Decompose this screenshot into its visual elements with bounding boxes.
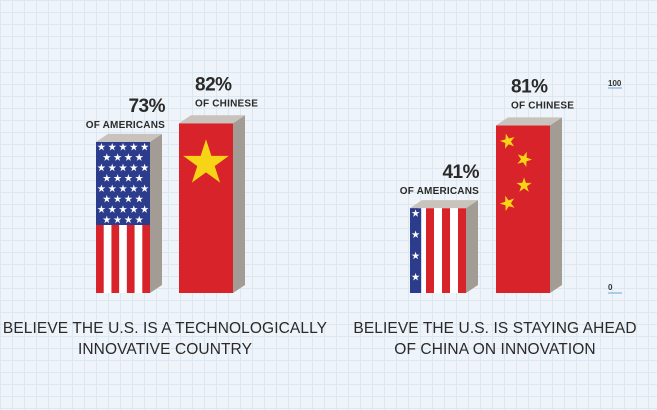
us-flag-star [97, 142, 106, 151]
us-flag-star [97, 163, 106, 172]
axis-min-label: 0 [608, 283, 613, 292]
us-flag-star [102, 174, 111, 182]
axis-max-label: 100 [608, 79, 622, 88]
us-flag-star [411, 209, 420, 217]
us-flag-stripe [426, 208, 434, 293]
us-flag-stripe [458, 208, 466, 293]
us-flag-star [129, 205, 138, 213]
us-flag-star [411, 251, 420, 260]
us-flag-star [102, 153, 111, 161]
value-label-americans-ahead: 41% [442, 162, 479, 183]
us-flag-star [97, 205, 106, 213]
cn-flag-small-star [516, 177, 532, 192]
bar-americans-innovative [96, 133, 162, 293]
us-flag-star [135, 194, 144, 203]
us-flag-star [108, 205, 117, 213]
cn-flag-small-star [499, 195, 515, 212]
us-flag-star [140, 184, 149, 193]
us-bar-side [150, 133, 162, 293]
cn-bar-side [233, 115, 245, 293]
us-flag-face [96, 141, 150, 293]
value-label-chinese-innovative: 82% [195, 74, 232, 95]
us-flag-star [108, 142, 117, 151]
bar-chinese-innovative [179, 115, 245, 293]
chart-2: 41% OF AMERICANS 81% OF CHINESE [400, 76, 574, 293]
us-flag-star [124, 194, 133, 203]
caption-innovative-line-1: BELIEVE THE U.S. IS A TECHNOLOGICALLY [2, 320, 328, 337]
us-flag-star [119, 184, 127, 193]
us-flag-star [119, 163, 127, 172]
cn-flag-big-star [183, 139, 229, 183]
value-label-chinese-ahead: 81% [511, 76, 548, 97]
cn-bar-side [550, 117, 562, 293]
us-flag-star [124, 215, 133, 224]
chart-1: 73% OF AMERICANS 82% OF CHINESE [86, 74, 258, 293]
cn-flag-face [496, 125, 550, 293]
us-flag-star [113, 194, 122, 203]
cn-flag-face [179, 123, 233, 293]
us-flag-face [410, 208, 466, 293]
cn-bar-top [496, 117, 562, 126]
group-label-americans-ahead: OF AMERICANS [400, 186, 479, 197]
us-flag-star [108, 163, 117, 172]
us-flag-star [129, 163, 138, 172]
us-flag-star [113, 153, 122, 161]
us-flag-star [113, 215, 122, 224]
scale-axis: 100 0 [608, 79, 622, 294]
group-label-chinese-ahead: OF CHINESE [511, 100, 574, 111]
us-flag-star [135, 174, 144, 182]
us-flag-star [140, 163, 149, 172]
group-label-americans-innovative: OF AMERICANS [86, 120, 165, 131]
bar-americans-ahead [410, 200, 478, 293]
us-bar-top [96, 133, 162, 142]
us-flag-star [140, 205, 149, 213]
us-flag-star [113, 174, 122, 182]
cn-bar-top [179, 115, 245, 124]
us-flag-star [108, 184, 117, 193]
us-flag-star [124, 174, 133, 182]
us-flag-canton [96, 141, 150, 226]
us-flag-star [129, 184, 138, 193]
us-flag-star [97, 184, 106, 193]
us-bar-side [466, 200, 478, 293]
bar-chinese-ahead [496, 117, 562, 293]
cn-flag-small-star [499, 133, 515, 149]
cn-flag-small-star [517, 151, 533, 168]
us-bar-top [410, 200, 478, 209]
us-flag-star [135, 215, 144, 224]
us-flag-star [411, 272, 420, 281]
us-flag-star [135, 153, 144, 161]
group-label-chinese-innovative: OF CHINESE [195, 98, 258, 109]
caption-ahead-line-1: BELIEVE THE U.S. IS STAYING AHEAD [353, 320, 637, 337]
us-flag-star [102, 215, 111, 224]
caption-ahead-line-2: OF CHINA ON INNOVATION [394, 341, 596, 358]
us-flag-canton [410, 208, 422, 293]
us-flag-star [119, 142, 127, 151]
cn-flag-field [496, 125, 550, 293]
us-flag-star [129, 142, 138, 151]
us-flag-star [124, 153, 133, 161]
value-label-americans-innovative: 73% [128, 96, 165, 117]
us-flag-star [102, 194, 111, 203]
us-flag-star [411, 230, 420, 239]
us-flag-stripe [442, 208, 450, 293]
us-flag-star [140, 142, 149, 151]
caption-innovative-line-2: INNOVATIVE COUNTRY [77, 341, 253, 358]
caption-ahead: BELIEVE THE U.S. IS STAYING AHEAD OF CHI… [345, 318, 645, 360]
us-flag-star [119, 205, 127, 213]
caption-innovative: BELIEVE THE U.S. IS A TECHNOLOGICALLY IN… [0, 318, 330, 360]
